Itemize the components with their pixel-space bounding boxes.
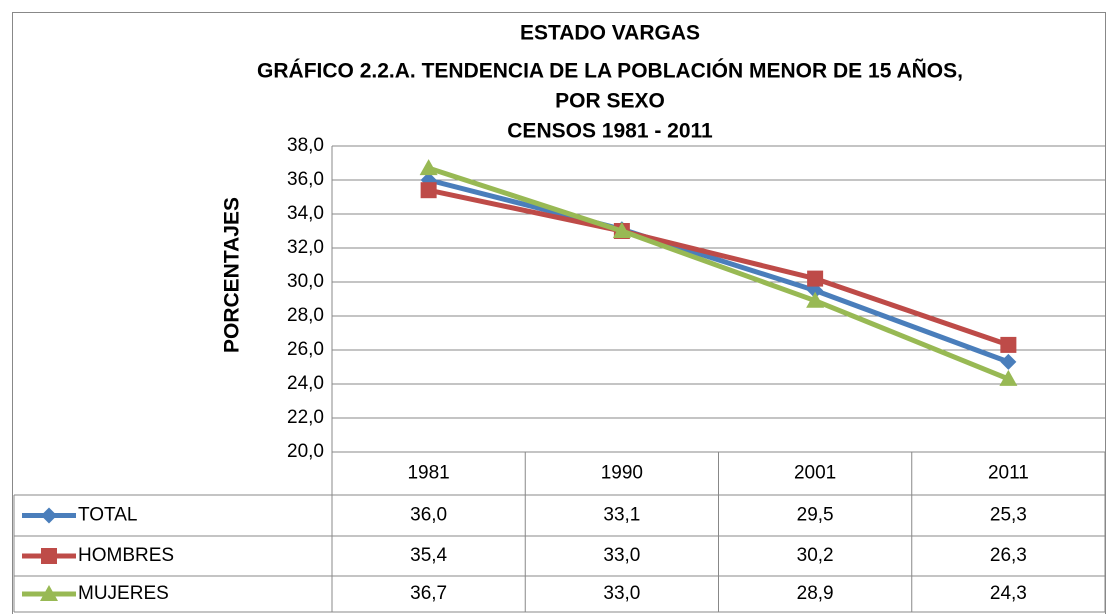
marker [999, 369, 1018, 386]
marker [419, 159, 438, 176]
table-value: 25,3 [990, 505, 1027, 526]
chart-title: GRÁFICO 2.2.A. TENDENCIA DE LA POBLACIÓN… [257, 59, 963, 83]
y-tick-label: 38,0 [287, 135, 324, 156]
x-tick-label: 2001 [794, 463, 836, 484]
chart-title: ESTADO VARGAS [520, 22, 700, 45]
table-value: 36,7 [410, 583, 447, 604]
legend-label: TOTAL [78, 505, 137, 526]
y-tick-label: 28,0 [287, 305, 324, 326]
marker [806, 291, 825, 308]
legend-label: HOMBRES [78, 545, 174, 566]
table-value: 36,0 [410, 505, 447, 526]
y-tick-label: 20,0 [287, 441, 324, 462]
marker [807, 270, 824, 287]
series-line [427, 165, 1010, 382]
table-value: 35,4 [410, 545, 447, 566]
table-value: 33,1 [603, 505, 640, 526]
marker [1000, 353, 1017, 370]
table-value: 28,9 [797, 583, 834, 604]
x-tick-label: 2011 [988, 463, 1029, 484]
chart-title: CENSOS 1981 - 2011 [507, 120, 713, 143]
y-tick-label: 22,0 [287, 407, 324, 428]
y-axis-label: PORCENTAJES [221, 197, 244, 353]
y-tick-label: 34,0 [287, 203, 324, 224]
table-value: 26,3 [990, 545, 1027, 566]
series-line [428, 187, 1010, 348]
series-line [428, 177, 1010, 365]
x-tick-label: 1981 [407, 463, 449, 484]
y-tick-label: 24,0 [287, 373, 324, 394]
table-value: 33,0 [603, 583, 640, 604]
y-tick-label: 30,0 [287, 271, 324, 292]
marker [41, 548, 57, 564]
table-value: 24,3 [990, 583, 1027, 604]
marker [420, 182, 437, 199]
chart-border [12, 12, 1106, 614]
y-tick-label: 26,0 [287, 339, 324, 360]
y-tick-label: 32,0 [287, 237, 324, 258]
marker [1000, 336, 1017, 353]
marker [41, 507, 57, 524]
marker [40, 585, 58, 601]
table-value: 30,2 [797, 545, 834, 566]
marker [612, 222, 631, 238]
y-tick-label: 36,0 [287, 169, 324, 190]
table-value: 29,5 [797, 505, 834, 526]
chart-title: POR SEXO [555, 90, 665, 113]
x-tick-label: 1990 [601, 463, 643, 484]
legend-label: MUJERES [78, 583, 169, 604]
table-value: 33,0 [603, 545, 640, 566]
